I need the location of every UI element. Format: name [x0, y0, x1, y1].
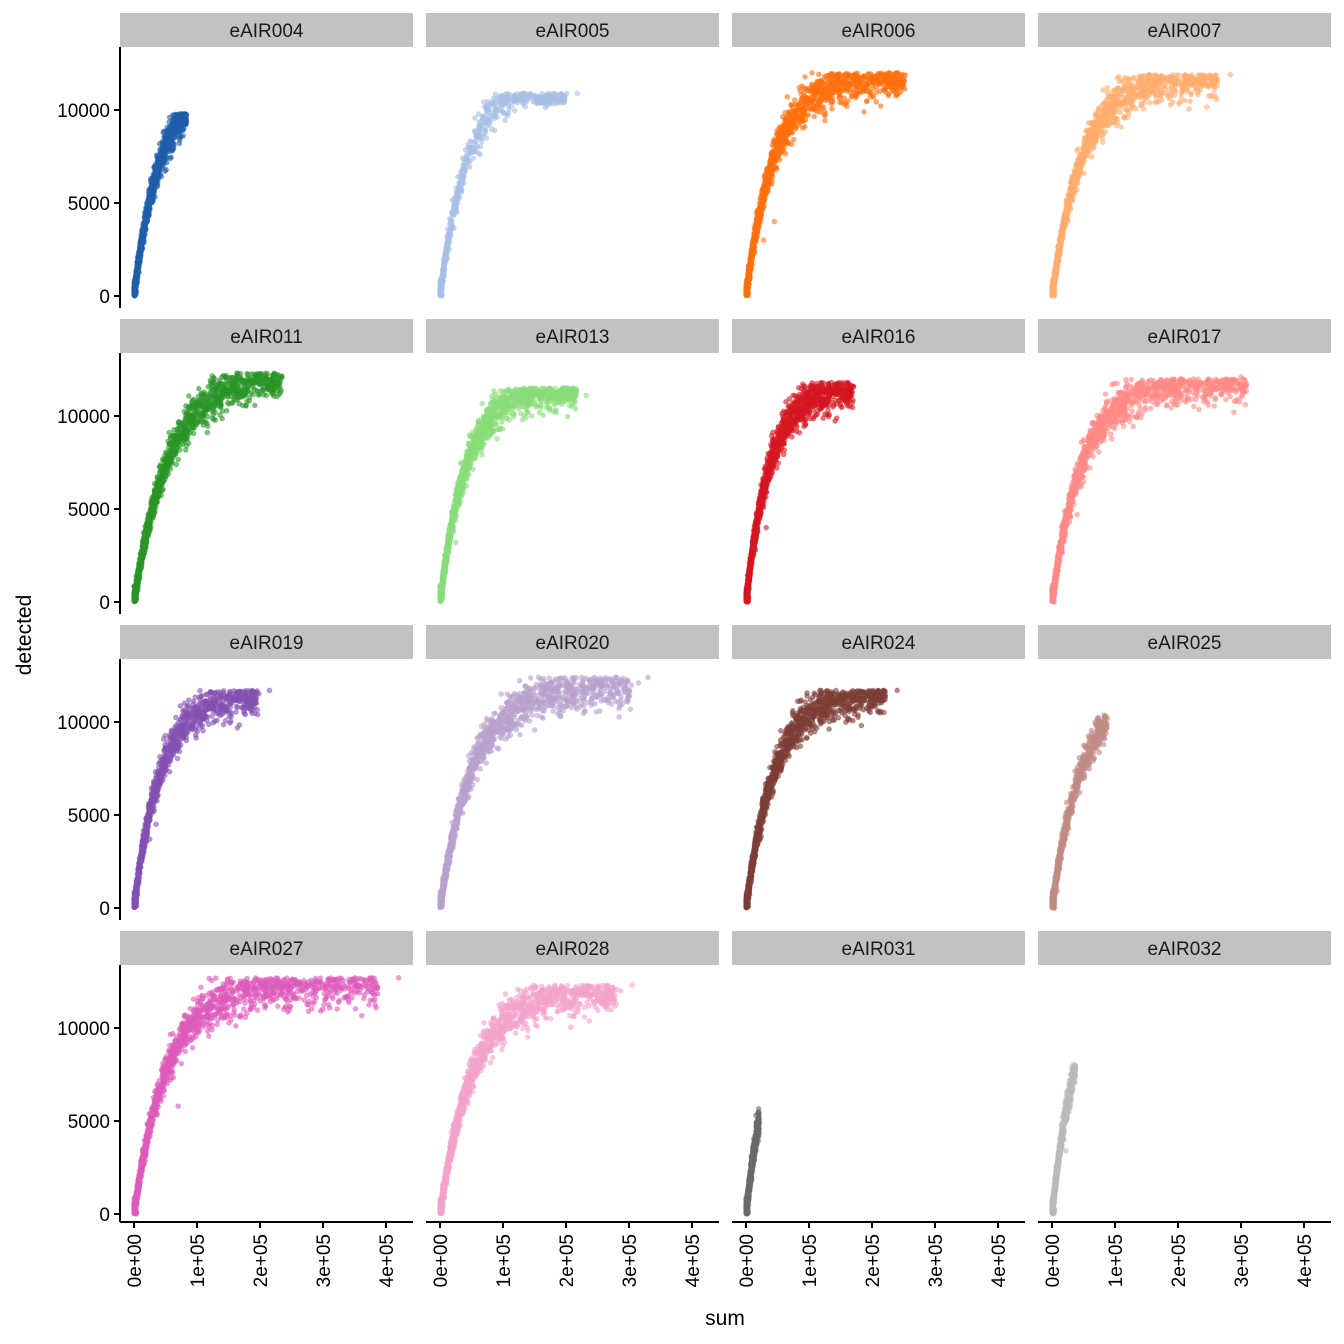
- y-tick-label: 0: [99, 899, 110, 920]
- x-tick-label: 0e+00: [737, 1234, 758, 1287]
- scatter-points: [132, 371, 285, 604]
- scatter-points: [744, 688, 900, 910]
- y-tick-label: 5000: [68, 806, 110, 827]
- facet-panel-eair004: eAIR004 0 5000 10000: [57, 13, 413, 308]
- facet-strip-label: eAIR028: [536, 939, 610, 960]
- x-tick-label: 1e+05: [1106, 1234, 1127, 1287]
- facet-panel-eair019: eAIR019 0 5000 10000: [57, 625, 413, 920]
- scatter-points: [744, 1107, 762, 1217]
- x-tick-label: 4e+05: [989, 1234, 1010, 1287]
- facet-panel-eair013: eAIR013: [426, 319, 719, 604]
- y-tick-label: 5000: [68, 500, 110, 521]
- facet-panel-eair016: eAIR016: [732, 319, 1025, 604]
- facet-strip-label: eAIR005: [536, 21, 610, 42]
- facet-strip-label: eAIR007: [1148, 21, 1222, 42]
- x-tick-label: 1e+05: [494, 1234, 515, 1287]
- x-tick-label: 1e+05: [800, 1234, 821, 1287]
- y-axis-title: detected: [13, 595, 36, 676]
- facet-panel-eair028: eAIR028 0e+00 1e+05 2e+05 3e+05 4e+05: [426, 931, 719, 1287]
- facet-strip-label: eAIR004: [230, 21, 304, 42]
- x-tick-label: 2e+05: [557, 1234, 578, 1287]
- scatter-points: [132, 975, 401, 1216]
- facet-strip-label: eAIR016: [842, 327, 916, 348]
- x-tick-label: 3e+05: [926, 1234, 947, 1287]
- scatter-points: [132, 688, 272, 910]
- facet-strip-label: eAIR013: [536, 327, 610, 348]
- scatter-points: [744, 71, 908, 298]
- facet-panel-eair020: eAIR020: [426, 625, 719, 910]
- y-tick-label: 0: [99, 287, 110, 308]
- y-tick-label: 0: [99, 1205, 110, 1226]
- facet-panel-eair027: eAIR027 0 5000 10000 0e+00 1e+05 2e+05 3e+05 4e+…: [57, 931, 413, 1287]
- x-tick-label: 1e+05: [188, 1234, 209, 1287]
- scatter-points: [438, 91, 580, 298]
- facet-panel-eair025: eAIR025: [1038, 625, 1331, 910]
- x-tick-label: 0e+00: [431, 1234, 452, 1287]
- facet-panel-eair017: eAIR017: [1038, 319, 1331, 604]
- scatter-points: [1050, 72, 1233, 298]
- facet-panels: eAIR004 0 5000 10000 eAIR005 eAIR006 eAIR007 eA…: [57, 13, 1331, 1287]
- x-tick-label: 3e+05: [1232, 1234, 1253, 1287]
- x-axis-title: sum: [705, 1307, 745, 1330]
- y-tick-label: 10000: [57, 407, 110, 428]
- facet-strip-label: eAIR027: [230, 939, 304, 960]
- facet-strip-label: eAIR017: [1148, 327, 1222, 348]
- scatter-points: [438, 386, 589, 604]
- y-tick-label: 5000: [68, 1112, 110, 1133]
- x-tick-label: 3e+05: [314, 1234, 335, 1287]
- scatter-points: [1050, 1062, 1078, 1216]
- facet-panel-eair007: eAIR007: [1038, 13, 1331, 298]
- scatter-points: [1050, 713, 1110, 910]
- x-tick-label: 4e+05: [1295, 1234, 1316, 1287]
- scatter-points: [438, 675, 651, 910]
- facet-panel-eair005: eAIR005: [426, 13, 719, 298]
- y-tick-label: 10000: [57, 1019, 110, 1040]
- y-tick-label: 5000: [68, 194, 110, 215]
- facet-panel-eair032: eAIR032 0e+00 1e+05 2e+05 3e+05 4e+05: [1038, 931, 1331, 1287]
- x-tick-label: 4e+05: [683, 1234, 704, 1287]
- scatter-points: [438, 983, 635, 1216]
- x-tick-label: 4e+05: [377, 1234, 398, 1287]
- scatter-points: [1050, 375, 1249, 605]
- y-tick-label: 10000: [57, 101, 110, 122]
- y-tick-label: 0: [99, 593, 110, 614]
- facet-strip-label: eAIR025: [1148, 633, 1222, 654]
- x-tick-label: 2e+05: [1169, 1234, 1190, 1287]
- x-tick-label: 0e+00: [125, 1234, 146, 1287]
- faceted-scatter-plot: eAIR004 0 5000 10000 eAIR005 eAIR006 eAIR007 eA…: [0, 0, 1344, 1344]
- facet-strip-label: eAIR006: [842, 21, 916, 42]
- facet-strip-label: eAIR024: [842, 633, 916, 654]
- y-tick-label: 10000: [57, 713, 110, 734]
- facet-panel-eair024: eAIR024: [732, 625, 1025, 910]
- facet-strip-label: eAIR031: [842, 939, 916, 960]
- scatter-points: [744, 380, 856, 604]
- facet-strip-label: eAIR011: [230, 327, 303, 348]
- facet-strip-label: eAIR020: [536, 633, 610, 654]
- facet-strip-label: eAIR032: [1148, 939, 1222, 960]
- x-tick-label: 2e+05: [863, 1234, 884, 1287]
- facet-panel-eair011: eAIR011 0 5000 10000: [57, 319, 413, 614]
- facet-panel-eair031: eAIR031 0e+00 1e+05 2e+05 3e+05 4e+05: [732, 931, 1025, 1287]
- x-tick-label: 3e+05: [620, 1234, 641, 1287]
- x-tick-label: 2e+05: [251, 1234, 272, 1287]
- facet-strip-label: eAIR019: [230, 633, 304, 654]
- scatter-points: [132, 111, 189, 298]
- x-tick-label: 0e+00: [1043, 1234, 1064, 1287]
- facet-panel-eair006: eAIR006: [732, 13, 1025, 298]
